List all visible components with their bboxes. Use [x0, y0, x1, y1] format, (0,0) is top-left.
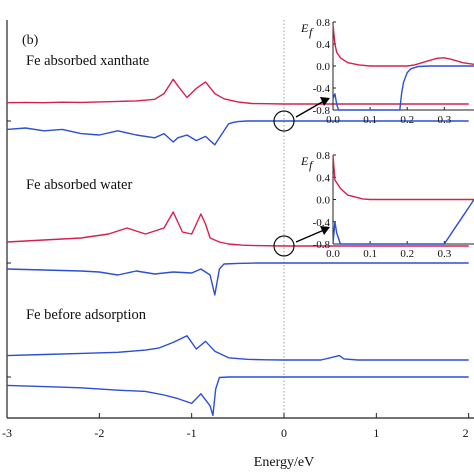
inset-y-label: E — [300, 21, 309, 35]
series-0-down — [6, 120, 469, 146]
inset-x-tick-label: 0.0 — [326, 114, 340, 126]
series-1-up — [6, 211, 469, 247]
x-axis-ticks: -3 -2 -1 0 1 2 — [2, 413, 470, 440]
x-tick-label-5: 2 — [463, 426, 469, 440]
inset-x-tick-label: 0.0 — [326, 248, 340, 260]
inset-y-tick-label: -0.4 — [313, 217, 331, 229]
series-2-down — [6, 376, 469, 417]
panel-label-water: Fe absorbed water — [26, 177, 132, 193]
inset-arrow-line — [295, 229, 325, 243]
panel-label: (b) — [22, 33, 39, 48]
fermi-circle-0 — [273, 110, 295, 132]
inset-arrow-line — [295, 100, 325, 118]
fermi-circle-1 — [273, 235, 295, 257]
inset-arrow-head — [320, 226, 330, 235]
inset-x-tick-label: 0.1 — [363, 248, 377, 260]
panel-label-before: Fe before adsorption — [26, 307, 147, 323]
inset-y-label: E — [300, 154, 309, 168]
series-0-up — [6, 78, 469, 105]
inset-y-tick-label: 0.8 — [316, 150, 330, 162]
inset-series-down — [332, 65, 474, 111]
main-plot-area — [6, 78, 469, 417]
inset-series-down — [332, 199, 474, 245]
inset-y-tick-label: 0.0 — [316, 195, 330, 207]
inset-x-tick-label: 0.3 — [437, 114, 451, 126]
inset-y-label-sub: f — [309, 158, 314, 172]
inset-y-tick-label: 0.4 — [316, 39, 330, 51]
x-tick-label-2: -1 — [187, 426, 197, 440]
inset-0: 0.80.40.0-0.4-0.80.0 0.1 0.2 0.3E f — [295, 17, 474, 126]
x-tick-label-0: -3 — [2, 426, 12, 440]
series-1-down — [6, 262, 469, 296]
inset-y-tick-label: -0.8 — [313, 239, 331, 251]
inset-1: 0.80.40.0-0.4-0.80.0 0.1 0.2 0.3E f — [295, 150, 474, 260]
panel-label-xanthate: Fe absorbed xanthate — [26, 53, 149, 69]
inset-y-tick-label: 0.8 — [316, 17, 330, 29]
inset-series-up — [332, 154, 474, 201]
inset-arrow-head — [320, 97, 330, 106]
inset-y-tick-label: 0.0 — [316, 61, 330, 73]
inset-series-up — [332, 24, 474, 67]
x-tick-label-1: -2 — [94, 426, 104, 440]
inset-y-tick-label: -0.4 — [313, 83, 331, 95]
inset-x-tick-label: 0.2 — [400, 248, 414, 260]
x-tick-label-3: 0 — [281, 426, 287, 440]
x-tick-label-4: 1 — [373, 426, 379, 440]
series-2-up — [6, 335, 469, 361]
inset-y-label-sub: f — [309, 25, 314, 39]
inset-y-tick-label: -0.8 — [313, 105, 331, 117]
inset-x-tick-label: 0.2 — [400, 114, 414, 126]
inset-x-tick-label: 0.1 — [363, 114, 377, 126]
inset-x-tick-label: 0.3 — [437, 248, 451, 260]
x-axis-title: Energy/eV — [254, 455, 314, 470]
insets-layer: 0.80.40.0-0.4-0.80.0 0.1 0.2 0.3E f0.80.40.0… — [295, 17, 474, 260]
inset-y-tick-label: 0.4 — [316, 172, 330, 184]
